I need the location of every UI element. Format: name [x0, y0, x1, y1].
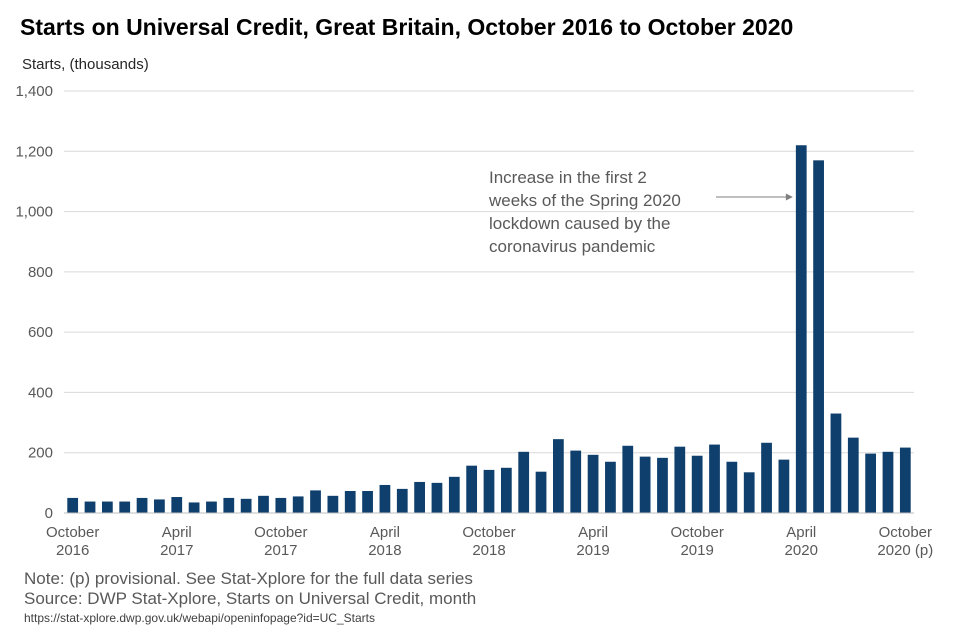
- bar: [553, 439, 564, 513]
- annotation-text: Increase in the first 2: [489, 168, 647, 187]
- annotation-text: coronavirus pandemic: [489, 237, 656, 256]
- x-tick-label: 2016: [56, 542, 89, 559]
- x-tick-label: 2017: [160, 542, 193, 559]
- note-provisional: Note: (p) provisional. See Stat-Xplore f…: [24, 569, 473, 588]
- bar: [709, 444, 720, 513]
- note-source: Source: DWP Stat-Xplore, Starts on Unive…: [24, 589, 477, 608]
- bar: [778, 459, 790, 513]
- bar: [154, 499, 165, 513]
- bar: [310, 490, 321, 513]
- x-tick-label: April: [370, 524, 400, 541]
- bar: [518, 451, 530, 513]
- annotation-text: weeks of the Spring 2020: [488, 191, 681, 210]
- bar: [743, 472, 755, 513]
- bar: [448, 476, 460, 513]
- footnotes: Note: (p) provisional. See Stat-Xplore f…: [24, 569, 476, 627]
- annotation-arrow-head: [785, 193, 793, 201]
- bar: [379, 484, 391, 513]
- x-tick-label: October: [670, 524, 723, 541]
- bar: [223, 497, 235, 513]
- bars: [67, 145, 911, 514]
- x-tick-label: October: [46, 524, 99, 541]
- bar: [327, 495, 339, 513]
- bar: [500, 467, 512, 513]
- bar: [362, 490, 373, 513]
- bar: [691, 455, 703, 513]
- bar: [240, 498, 252, 513]
- bar: [101, 501, 113, 513]
- bar: [136, 497, 148, 513]
- x-axis-ticks: October2016April2017October2017April2018…: [46, 524, 933, 559]
- y-tick-label: 1,000: [15, 204, 53, 221]
- bar: [622, 445, 634, 513]
- y-tick-label: 200: [28, 445, 53, 462]
- x-tick-label: 2020 (p): [877, 542, 933, 559]
- y-tick-label: 600: [28, 324, 53, 341]
- bar: [275, 497, 287, 513]
- x-tick-label: October: [254, 524, 307, 541]
- bar: [431, 482, 443, 513]
- x-tick-label: 2019: [680, 542, 713, 559]
- bar: [847, 437, 859, 513]
- x-tick-label: 2018: [368, 542, 401, 559]
- y-tick-label: 400: [28, 384, 53, 401]
- bar: [813, 160, 824, 514]
- annotation: Increase in the first 2 weeks of the Spri…: [488, 168, 793, 256]
- source-url[interactable]: https://stat-xplore.dwp.gov.uk/webapi/op…: [24, 611, 375, 625]
- bar: [396, 488, 408, 513]
- bar: [726, 461, 738, 513]
- y-tick-label: 1,400: [15, 83, 53, 100]
- annotation-text: lockdown caused by the: [489, 214, 670, 233]
- bar: [865, 453, 877, 513]
- bar: [67, 497, 79, 513]
- bar: [674, 446, 686, 513]
- x-tick-label: 2018: [472, 542, 505, 559]
- bar: [188, 502, 200, 513]
- x-tick-label: April: [162, 524, 192, 541]
- bar: [535, 471, 547, 513]
- bar: [171, 497, 183, 513]
- bar: [344, 490, 356, 513]
- x-tick-label: October: [879, 524, 932, 541]
- x-tick-label: 2020: [785, 542, 818, 559]
- bar: [795, 145, 807, 513]
- bar: [882, 451, 894, 513]
- x-tick-label: October: [462, 524, 515, 541]
- bar: [570, 450, 582, 513]
- x-tick-label: April: [578, 524, 608, 541]
- bar: [414, 481, 425, 513]
- bar: [657, 457, 668, 513]
- gridlines: [64, 90, 914, 454]
- bar: [587, 454, 599, 513]
- bar: [466, 465, 478, 513]
- bar: [899, 447, 911, 513]
- y-axis-label: Starts, (thousands): [22, 56, 149, 73]
- bar: [605, 461, 616, 513]
- y-tick-label: 1,200: [15, 143, 53, 160]
- y-tick-label: 0: [45, 505, 53, 522]
- bar: [639, 456, 651, 513]
- x-tick-label: 2019: [576, 542, 609, 559]
- bar: [292, 496, 304, 513]
- chart-title: Starts on Universal Credit, Great Britai…: [20, 14, 794, 40]
- y-tick-label: 800: [28, 264, 53, 281]
- bar: [483, 469, 495, 513]
- bar: [206, 501, 217, 513]
- x-tick-label: April: [786, 524, 816, 541]
- bar: [84, 501, 96, 513]
- bar: [761, 442, 772, 513]
- bar: [830, 413, 842, 513]
- bar: [258, 495, 269, 513]
- bar: [119, 501, 131, 513]
- y-axis-ticks: 0 200 400 600 800 1,000 1,200 1,400: [15, 83, 53, 522]
- x-tick-label: 2017: [264, 542, 297, 559]
